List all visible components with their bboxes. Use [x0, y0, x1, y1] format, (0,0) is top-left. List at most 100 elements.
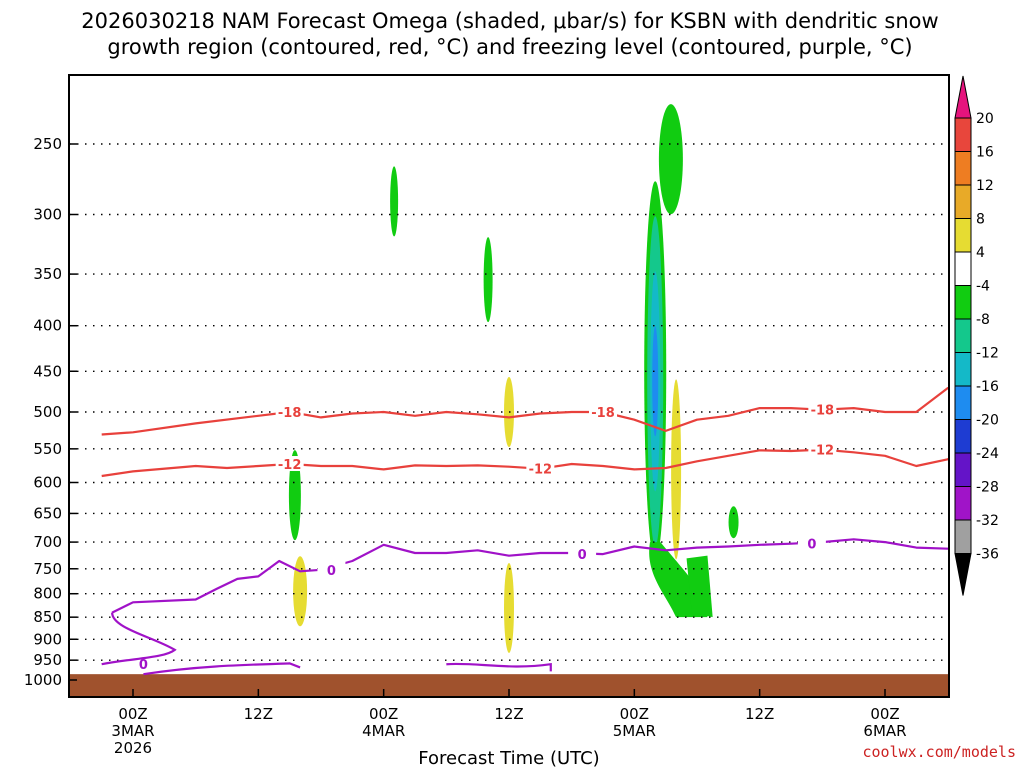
omega-region-4 [293, 556, 308, 627]
y-tick-label-900: 900 [33, 630, 62, 648]
colorbar-bin-7 [954, 318, 972, 353]
plot-area: -18 -18 -18 -12 -12 -12 0 0 0 0 [68, 74, 950, 698]
chart-title: 2026030218 NAM Forecast Omega (shaded, μ… [81, 9, 938, 59]
x-tick-label-2-2: 4MAR [362, 722, 405, 740]
x-tick-label-0-3: 2026 [114, 739, 152, 757]
isotherm-label-3-2: 0 [578, 548, 587, 563]
y-axis: 250 300 350 400 450 500 550 600 650 700 750 800 850 9… [24, 135, 77, 689]
colorbar-label-2: 16 [976, 145, 994, 161]
colorbar-label-6: -4 [976, 279, 990, 295]
contours: -18 -18 -18 -12 -12 -12 0 0 0 0 [101, 386, 949, 676]
colorbar-bin-2 [954, 151, 972, 186]
colorbar: 20 16 12 8 4 -4 -8 -12 -16 -20 -24 -28 -32 -36 [954, 75, 999, 596]
x-tick-label-1-1: 12Z [244, 705, 273, 723]
terrain-fill [69, 674, 949, 697]
omega-region-1 [390, 166, 399, 237]
y-tick-label-650: 650 [33, 504, 62, 522]
omega-region-2 [483, 237, 493, 323]
isotherm-label-3-3: 0 [807, 538, 816, 553]
y-tick-label-950: 950 [33, 651, 62, 669]
omega-region-6 [504, 562, 514, 653]
colorbar-bin-10 [954, 419, 972, 454]
isotherm-label-bg-3-2 [568, 546, 597, 562]
colorbar-bin-5 [954, 251, 972, 286]
title-line-2: growth region (contoured, red, °C) and f… [107, 35, 912, 59]
credit-text: coolwx.com/models [862, 743, 1016, 761]
isotherm-line-3 [111, 538, 949, 614]
x-tick-label-4-2: 5MAR [613, 722, 656, 740]
y-tick-label-350: 350 [33, 265, 62, 283]
colorbar-label-5: 4 [976, 245, 985, 261]
isotherm-line-1 [101, 386, 949, 436]
isotherm-label-bg-2-3 [808, 441, 837, 457]
omega-shading [69, 104, 949, 697]
isotherm-label-bg-2-1 [275, 456, 304, 472]
colorbar-label-1: 20 [976, 111, 994, 127]
y-tick-label-700: 700 [33, 533, 62, 551]
isotherm-label-2-1: -12 [278, 458, 302, 473]
y-tick-label-800: 800 [33, 585, 62, 603]
x-tick-label-5-1: 12Z [745, 705, 774, 723]
colorbar-label-10: -20 [976, 413, 999, 429]
x-axis-title: Forecast Time (UTC) [418, 748, 599, 768]
colorbar-bin-9 [954, 385, 972, 420]
x-tick-label-4-1: 00Z [620, 705, 649, 723]
colorbar-label-9: -16 [976, 379, 999, 395]
y-tick-label-250: 250 [33, 135, 62, 153]
colorbar-low-arrow [954, 553, 972, 596]
y-tick-label-600: 600 [33, 473, 62, 491]
x-tick-label-3-1: 12Z [494, 705, 523, 723]
omega-region-8 [658, 104, 683, 215]
y-tick-label-1000: 1000 [24, 671, 62, 689]
isotherm-label-2-2: -12 [529, 463, 553, 478]
isotherm-label-bg-3-3 [797, 535, 826, 551]
colorbar-label-12: -28 [976, 480, 999, 496]
y-tick-label-500: 500 [33, 403, 62, 421]
grid-lines [69, 143, 949, 661]
colorbar-label-13: -32 [976, 513, 999, 529]
omega-region-10 [728, 506, 739, 539]
colorbar-bin-8 [954, 352, 972, 387]
colorbar-bin-13 [954, 519, 972, 554]
title-line-1: 2026030218 NAM Forecast Omega (shaded, μ… [81, 9, 938, 33]
omega-region-3 [288, 450, 301, 541]
x-tick-label-0-1: 00Z [118, 705, 147, 723]
freezing-level-surface-2 [446, 662, 552, 672]
y-tick-label-750: 750 [33, 560, 62, 578]
isotherm-label-bg-1-2 [589, 404, 617, 419]
colorbar-label-7: -8 [976, 312, 990, 328]
colorbar-label-14: -36 [976, 547, 999, 563]
y-tick-label-300: 300 [33, 205, 62, 223]
y-tick-label-850: 850 [33, 608, 62, 626]
colorbar-bin-12 [954, 486, 972, 521]
isotherm-label-1-1: -18 [278, 406, 302, 421]
colorbar-high-arrow [954, 75, 972, 119]
isotherm-label-bg-1-3 [808, 401, 837, 417]
x-tick-label-2-1: 00Z [369, 705, 398, 723]
isotherm-label-1-2: -18 [591, 406, 615, 421]
freezing-level-loop [101, 612, 177, 666]
colorbar-label-11: -24 [976, 446, 999, 462]
colorbar-bin-6 [954, 285, 972, 320]
isotherm-label-bg-2-2 [526, 460, 555, 476]
omega-region-9 [671, 379, 682, 560]
isotherm-label-1-3: -18 [811, 404, 835, 419]
isotherm-label-3-4: 0 [139, 658, 148, 673]
isotherm-line-2 [101, 448, 949, 478]
x-tick-label-0-2: 3MAR [111, 722, 154, 740]
isotherm-label-bg-1-1 [275, 404, 304, 419]
colorbar-label-3: 12 [976, 178, 994, 194]
colorbar-bin-11 [954, 452, 972, 487]
x-tick-label-6-1: 00Z [870, 705, 899, 723]
y-tick-label-450: 450 [33, 362, 62, 380]
omega-core-7-3 [652, 326, 659, 437]
y-tick-label-400: 400 [33, 317, 62, 335]
x-tick-label-6-2: 6MAR [863, 722, 906, 740]
y-tick-label-550: 550 [33, 440, 62, 458]
isotherm-label-3-1: 0 [327, 564, 336, 579]
isotherm-label-2-3: -12 [811, 444, 835, 459]
omega-region-lower-right [686, 555, 713, 618]
colorbar-bin-3 [954, 184, 972, 219]
